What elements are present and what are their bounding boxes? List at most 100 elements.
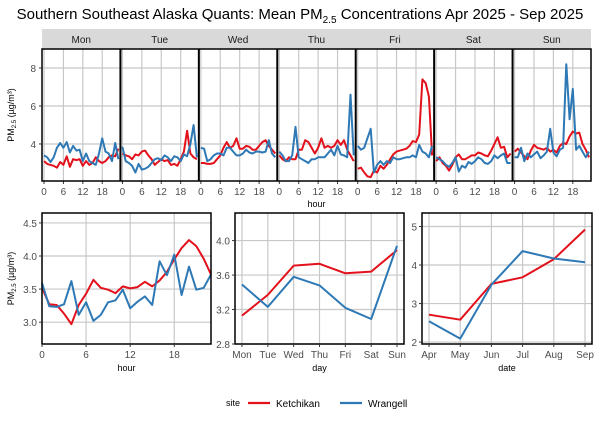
x-tick-label: 12 [77,187,89,198]
legend-label-ketchikan: Ketchikan [276,399,320,410]
x-tick-label: 6 [296,187,302,198]
x-tick-label: 0 [198,187,204,198]
facet-label-sat: Sat [466,35,481,46]
panel-border-top [41,48,592,182]
x-tick-label: 18 [175,187,187,198]
facet-label-sun: Sun [543,35,561,46]
x-tick-label: 18 [567,187,579,198]
series-line-wrangell-date [428,250,586,340]
x-tick-label: 6 [531,187,537,198]
x-tick-label: Mon [232,350,251,361]
y-tick-label: 6 [30,102,36,113]
x-tick-label: 18 [169,350,181,361]
x-tick-label: 6 [139,187,145,198]
facet-panel-sat [434,49,513,181]
facet-strip-background [42,29,591,49]
series-line-wrangell-wed [200,139,277,163]
panel-border-date [421,212,593,345]
series-line-ketchikan-sat [435,136,512,172]
x-tick-label: 6 [61,187,67,198]
series-line-wrangell-sat [435,152,511,173]
x-axis-label-top: hour [307,199,325,209]
x-tick-label: 6 [83,350,89,361]
y-tick-label: 2.8 [216,340,230,351]
x-tick-label: May [451,350,470,361]
x-tick-label: 18 [97,187,109,198]
series-line-wrangell-mon [43,137,120,166]
facet-label-mon: Mon [71,35,90,46]
x-axis-label-day: day [312,363,327,373]
title-subscript: 2.5 [322,15,337,26]
series-line-ketchikan-hour [41,239,212,326]
facet-label-tue: Tue [151,35,168,46]
x-tick-label: Tue [259,350,276,361]
series-line-wrangell-tue [121,124,198,174]
y-tick-label: 3.5 [23,285,37,296]
facet-panel-fri [355,49,435,181]
series-line-wrangell-sun [514,63,590,163]
x-tick-label: 12 [391,187,403,198]
legend-title: site [226,398,240,408]
series-line-wrangell-hour [41,253,212,322]
series-line-ketchikan-mon [43,148,120,169]
x-tick-label: 12 [313,187,325,198]
x-tick-label: 0 [512,187,518,198]
legend-label-wrangell: Wrangell [368,399,407,410]
x-tick-label: Sun [388,350,406,361]
facet-panel-wed [198,49,278,181]
x-tick-label: 0 [120,187,126,198]
x-tick-label: 0 [41,187,47,198]
x-tick-label: Jul [516,350,529,361]
facet-label-wed: Wed [228,35,248,46]
facet-label-fri: Fri [389,35,401,46]
x-tick-label: 12 [156,187,168,198]
chart-title: Southern Southeast Alaska Quants: Mean P… [0,6,600,26]
y-tick-label: 5 [411,222,417,233]
x-tick-label: 6 [217,187,223,198]
series-line-ketchikan-wed [200,137,277,165]
x-tick-label: Sep [576,350,594,361]
x-tick-label: Sat [364,350,379,361]
y-axis-label-hour: PM2.5 (µg/m³) [6,252,18,306]
series-line-wrangell-fri [356,127,434,174]
series-line-ketchikan-thu [278,137,355,163]
x-tick-label: 0 [39,350,45,361]
x-tick-label: Wed [283,350,303,361]
x-tick-label: 12 [469,187,481,198]
x-tick-label: 6 [374,187,380,198]
x-tick-label: Thu [311,350,328,361]
y-tick-label: 3 [411,300,417,311]
facet-label-thu: Thu [308,35,325,46]
panel-border-hour [41,212,212,345]
series-line-ketchikan-day [241,249,398,317]
x-tick-label: 0 [355,187,361,198]
y-tick-label: 4 [30,140,36,151]
x-tick-label: 12 [125,350,137,361]
x-tick-label: 18 [254,187,266,198]
x-tick-label: 6 [453,187,459,198]
series-line-ketchikan-fri [357,78,434,179]
series-line-ketchikan-sun [513,130,590,161]
y-tick-label: 3.2 [216,306,230,317]
y-tick-label: 3.0 [23,318,37,329]
x-tick-label: Jun [483,350,499,361]
y-tick-label: 4.5 [23,219,37,230]
series-line-ketchikan-date [428,228,586,321]
y-axis-label-top: PM2.5 (µg/m³) [6,88,18,142]
title-main: Southern Southeast Alaska Quants: Mean P… [16,6,323,23]
x-tick-label: Fri [339,350,351,361]
series-line-wrangell-thu [278,93,355,164]
y-tick-label: 4.0 [216,237,230,248]
x-tick-label: 0 [433,187,439,198]
y-tick-label: 2 [411,338,417,349]
x-tick-label: 18 [410,187,422,198]
x-tick-label: Apr [421,350,437,361]
title-rest: Concentrations Apr 2025 - Sep 2025 [336,6,584,23]
y-tick-label: 8 [30,64,36,75]
y-tick-label: 3.6 [216,271,230,282]
y-tick-label: 4.0 [23,252,37,263]
x-tick-label: 18 [332,187,344,198]
panel-background-date [422,213,592,344]
x-axis-label-hour: hour [117,363,135,373]
